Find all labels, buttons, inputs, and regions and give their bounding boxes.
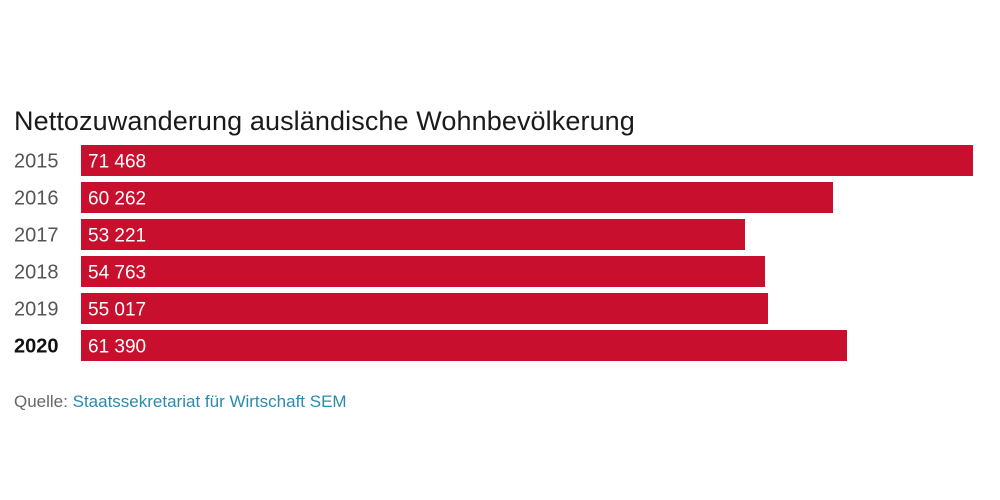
source-link[interactable]: Staatssekretariat für Wirtschaft SEM <box>72 392 347 411</box>
bar-2017 <box>81 219 745 250</box>
bar-2016 <box>81 182 833 213</box>
value-label-2015: 71 468 <box>88 152 146 173</box>
category-label-2020: 2020 <box>14 336 59 358</box>
category-label-2016: 2016 <box>14 188 59 210</box>
value-label-2016: 60 262 <box>88 189 146 210</box>
category-label-2017: 2017 <box>14 225 59 247</box>
value-label-2017: 53 221 <box>88 226 146 247</box>
category-label-2019: 2019 <box>14 299 59 321</box>
source-line: Quelle: Staatssekretariat für Wirtschaft… <box>14 392 347 412</box>
source-label: Quelle: <box>14 392 68 411</box>
bar-2018 <box>81 256 765 287</box>
bar-2019 <box>81 293 768 324</box>
value-label-2018: 54 763 <box>88 263 146 284</box>
bar-2015 <box>81 145 973 176</box>
bar-chart: 2015 71 468 2016 60 262 2017 53 221 2018 54 763… <box>14 145 973 361</box>
value-label-2019: 55 017 <box>88 300 146 321</box>
chart-title: Nettozuwanderung ausländische Wohnbevölk… <box>14 106 635 136</box>
value-label-2020: 61 390 <box>88 337 146 358</box>
category-label-2015: 2015 <box>14 151 59 173</box>
bar-2020 <box>81 330 847 361</box>
category-label-2018: 2018 <box>14 262 59 284</box>
